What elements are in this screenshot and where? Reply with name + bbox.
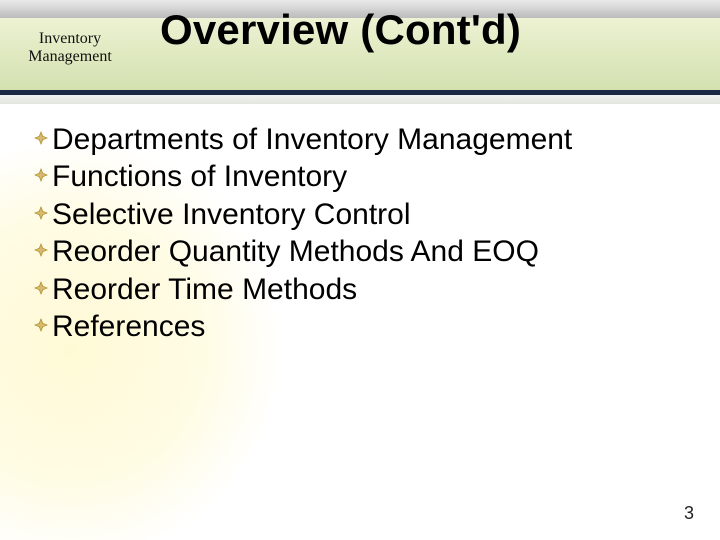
slide-header: Inventory Management Overview (Cont'd) [0, 0, 720, 104]
bullet-text: Reorder Time Methods [52, 272, 357, 307]
star-4pt-icon [32, 309, 50, 341]
bullet-list: Departments of Inventory Management Func… [32, 122, 696, 346]
bullet-text: Selective Inventory Control [52, 197, 411, 232]
list-item: Functions of Inventory [32, 159, 696, 194]
list-item: Reorder Quantity Methods And EOQ [32, 234, 696, 269]
bullet-text: Functions of Inventory [52, 159, 347, 194]
page-number: 3 [684, 503, 694, 524]
list-item: Departments of Inventory Management [32, 122, 696, 157]
star-4pt-icon [32, 159, 50, 191]
list-item: Selective Inventory Control [32, 197, 696, 232]
star-4pt-icon [32, 234, 50, 266]
slide-subtitle: Inventory Management [12, 30, 128, 67]
list-item: Reorder Time Methods [32, 272, 696, 307]
bullet-text: References [52, 309, 205, 344]
star-4pt-icon [32, 197, 50, 229]
bullet-text: Departments of Inventory Management [52, 122, 572, 157]
bullet-text: Reorder Quantity Methods And EOQ [52, 234, 539, 269]
star-4pt-icon [32, 122, 50, 154]
list-item: References [32, 309, 696, 344]
star-4pt-icon [32, 272, 50, 304]
header-rule-light [0, 95, 720, 104]
slide-title: Overview (Cont'd) [160, 6, 521, 54]
